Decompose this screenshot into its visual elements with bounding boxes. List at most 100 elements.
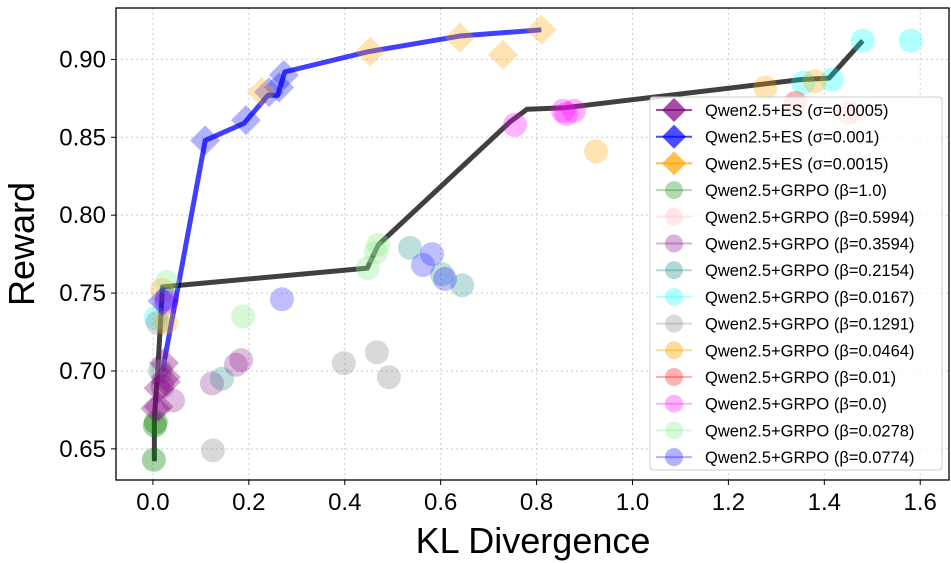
legend-circle-icon: [665, 421, 683, 440]
data-point-circle: [430, 262, 455, 287]
frontier-line-0: [160, 27, 542, 372]
legend-diamond-icon: [662, 124, 686, 149]
data-point-diamond: [150, 362, 181, 393]
x-ticks: 0.0 0.2 0.4 0.6 0.8 1.0 1.2 1.4 1.6: [136, 480, 937, 516]
data-point-diamond: [148, 348, 179, 379]
data-point-circle: [819, 67, 844, 92]
data-point-circle: [432, 267, 457, 292]
data-point-circle: [355, 256, 380, 281]
data-point-circle: [150, 277, 175, 302]
y-tick-label: 0.70: [59, 358, 106, 385]
x-tick-label: 0.2: [232, 489, 265, 516]
legend-label: Qwen2.5+GRPO (β=0.5994): [705, 209, 914, 227]
data-point-circle: [410, 253, 435, 278]
data-point-circle: [145, 310, 170, 335]
y-ticks: 0.65 0.70 0.75 0.80 0.85 0.90: [59, 46, 116, 463]
legend-item: Qwen2.5+GRPO (β=0.0464): [656, 341, 914, 360]
x-axis-label: KL Divergence: [416, 520, 651, 561]
data-point-circle: [229, 348, 254, 373]
legend-label: Qwen2.5+GRPO (β=0.0167): [705, 289, 914, 307]
legend-label: Qwen2.5+GRPO (β=0.3594): [705, 236, 914, 254]
legend-diamond-icon: [662, 98, 686, 122]
data-point-circle: [154, 287, 179, 312]
data-point-diamond: [264, 72, 295, 103]
y-tick-label: 0.75: [59, 280, 106, 307]
legend-item: Qwen2.5+ES (σ=0.001): [656, 124, 879, 149]
legend-circle-icon: [665, 207, 683, 226]
legend-label: Qwen2.5+GRPO (β=0.0): [705, 396, 887, 414]
legend-item: Qwen2.5+ES (σ=0.0015): [656, 151, 889, 176]
x-tick-label: 0.4: [328, 489, 361, 516]
data-point-circle: [850, 28, 875, 53]
data-point-circle: [231, 304, 256, 329]
data-point-circle: [584, 139, 609, 164]
legend-label: Qwen2.5+ES (σ=0.0005): [705, 102, 889, 120]
data-point-circle: [150, 374, 175, 399]
data-point-circle: [153, 310, 178, 335]
legend-item: Qwen2.5+GRPO (β=0.3594): [656, 234, 914, 254]
x-tick-label: 0.6: [424, 489, 457, 516]
data-point-circle: [141, 447, 166, 472]
legend-item: Qwen2.5+GRPO (β=0.0): [656, 394, 887, 414]
legend-frame: [649, 96, 943, 471]
data-point-circle: [561, 98, 586, 123]
data-point-circle: [366, 232, 391, 257]
legend-item: Qwen2.5+GRPO (β=1.0): [656, 181, 887, 200]
legend-diamond-icon: [662, 151, 686, 176]
legend-item: Qwen2.5+GRPO (β=0.1291): [656, 314, 914, 334]
data-point-circle: [898, 28, 923, 53]
data-point-circle: [420, 242, 445, 267]
legend-circle-icon: [665, 341, 683, 360]
data-point-diamond: [147, 285, 178, 316]
data-point-circle: [554, 101, 579, 126]
plot-frame: [115, 7, 950, 481]
legend-circle-icon: [665, 181, 683, 200]
x-tick-label: 0.0: [136, 489, 169, 516]
legend-item: Qwen2.5+GRPO (β=0.0774): [656, 448, 914, 467]
data-point-circle: [142, 413, 167, 438]
legend-circle-icon: [665, 394, 683, 413]
legend-item: Qwen2.5+GRPO (β=0.01): [656, 368, 896, 387]
legend-label: Qwen2.5+GRPO (β=0.0278): [705, 422, 914, 440]
data-point-circle: [376, 365, 401, 390]
legend-item: Qwen2.5+ES (σ=0.0005): [656, 98, 889, 122]
data-point-circle: [363, 240, 388, 265]
data-point-circle: [143, 305, 168, 330]
data-point-diamond: [268, 59, 299, 90]
x-tick-label: 0.8: [520, 489, 553, 516]
legend-label: Qwen2.5+GRPO (β=1.0): [705, 182, 887, 200]
legend-item: Qwen2.5+GRPO (β=0.5994): [656, 207, 914, 227]
legend-circle-icon: [665, 314, 683, 333]
x-tick-label: 1.0: [616, 489, 649, 516]
data-point-circle: [200, 438, 225, 463]
data-point-circle: [364, 340, 389, 365]
data-point-circle: [753, 75, 778, 100]
data-point-circle: [550, 98, 575, 123]
data-point-circle: [802, 69, 827, 94]
data-point-circle: [199, 371, 224, 396]
legend-item: Qwen2.5+GRPO (β=0.0167): [656, 287, 914, 307]
legend: Qwen2.5+ES (σ=0.0005) Qwen2.5+ES (σ=0.001…: [649, 96, 943, 471]
data-point-diamond: [190, 125, 221, 156]
data-point-circle: [331, 351, 356, 376]
data-point-diamond: [444, 22, 475, 53]
data-point-circle: [161, 388, 186, 413]
data-point-diamond: [143, 373, 174, 404]
data-point-circle: [209, 366, 234, 391]
data-point-diamond: [140, 393, 171, 424]
data-point-circle: [502, 112, 527, 137]
data-point-circle: [150, 358, 175, 383]
y-tick-label: 0.85: [59, 124, 106, 151]
y-tick-label: 0.65: [59, 436, 106, 463]
data-point-diamond: [150, 366, 181, 397]
legend-label: Qwen2.5+GRPO (β=0.1291): [705, 316, 914, 334]
frontier-lines: [151, 27, 865, 462]
frontier-line-1: [151, 39, 865, 462]
x-tick-label: 1.2: [712, 489, 745, 516]
data-point-circle: [154, 270, 179, 295]
x-tick-label: 1.4: [808, 489, 841, 516]
data-point-diamond: [253, 77, 284, 108]
data-point-circle: [148, 358, 173, 383]
data-point-diamond: [488, 39, 519, 70]
